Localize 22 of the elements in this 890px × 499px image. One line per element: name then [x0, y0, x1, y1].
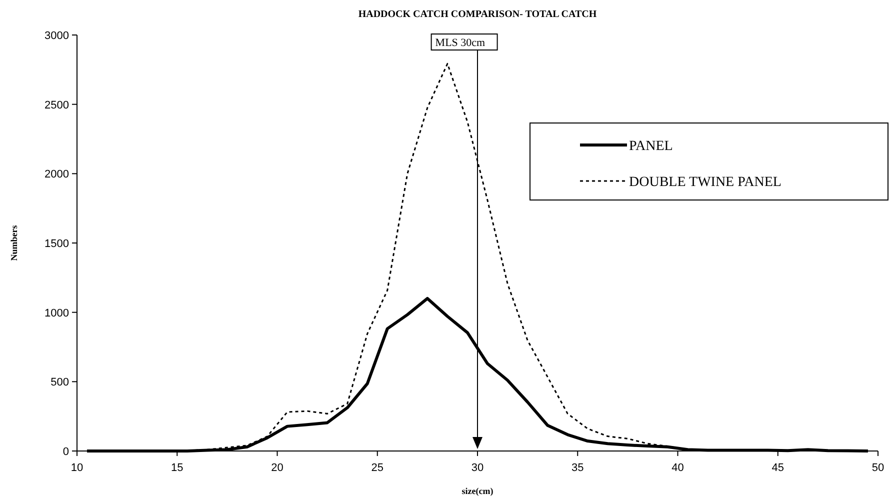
y-tick-label: 1000 — [44, 307, 69, 320]
x-axis-title: size(cm) — [462, 486, 494, 496]
y-axis-title: Numbers — [9, 224, 19, 261]
ref-line-label: MLS 30cm — [435, 37, 486, 49]
x-tick-label: 40 — [672, 462, 684, 474]
x-tick-label: 25 — [371, 462, 384, 474]
y-tick-label: 3000 — [44, 30, 69, 42]
y-tick-label: 500 — [50, 376, 69, 389]
legend-label: PANEL — [629, 139, 673, 154]
y-tick-label: 0 — [62, 446, 69, 458]
y-tick-label: 2500 — [44, 99, 69, 112]
x-tick-label: 45 — [772, 462, 784, 474]
legend-label: DOUBLE TWINE PANEL — [629, 175, 782, 190]
x-tick-label: 20 — [271, 462, 284, 474]
x-tick-label: 15 — [171, 462, 184, 474]
x-tick-label: 50 — [872, 462, 884, 474]
x-tick-label: 10 — [70, 462, 84, 474]
y-tick-label: 2000 — [44, 168, 69, 181]
x-tick-label: 30 — [471, 462, 484, 474]
chart-title: HADDOCK CATCH COMPARISON- TOTAL CATCH — [358, 9, 597, 20]
x-tick-label: 35 — [572, 462, 584, 474]
y-tick-label: 1500 — [44, 238, 69, 250]
